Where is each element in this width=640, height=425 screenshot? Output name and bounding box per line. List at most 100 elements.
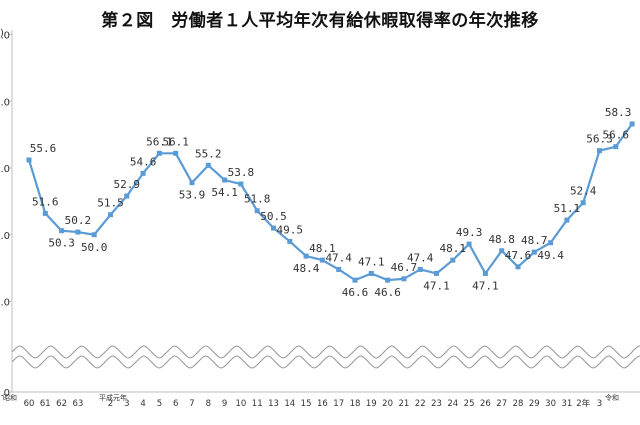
x-tick-label: 26 [480,399,491,409]
data-point [42,210,48,216]
series-line [27,123,633,282]
y-tick-label: 60.0 [0,97,10,108]
data-point [629,121,635,127]
data-point [108,212,113,218]
data-label: 46.7 [391,261,418,274]
x-tick-label: 21 [398,399,409,409]
x-tick-label: 9 [222,399,227,409]
data-label: 58.3 [605,106,632,119]
x-tick-label: 30 [545,399,556,409]
y-tick-label: 45.0 [0,298,10,309]
data-point [499,248,505,254]
data-point [401,276,407,282]
data-point [482,270,488,276]
data-point [140,170,146,176]
data-label: 50.3 [48,237,75,250]
data-point [287,238,293,244]
data-point [222,177,228,183]
data-label: 56.3 [586,133,613,146]
y-tick-label: 50.0 [0,231,10,242]
data-label: 56.1 [162,135,189,148]
data-label: 49.3 [456,226,483,239]
data-label: 50.2 [65,214,92,227]
x-tick-label: 10 [235,399,246,409]
data-point [613,144,619,150]
data-label: 47.6 [505,249,532,262]
x-tick-label: 14 [284,399,295,409]
data-point [156,150,162,156]
data-label: 48.7 [521,234,548,247]
x-tick-label: 2 [108,399,113,409]
data-label: 53.9 [179,189,206,202]
y-tick-label: 0.0 [0,388,10,399]
data-point [450,257,456,263]
data-label: 47.4 [407,251,434,264]
x-tick-label: 5 [157,399,162,409]
era-label: 令和 [605,393,619,402]
y-tick-label: 55.0 [0,164,10,175]
x-tick-label: 20 [382,399,393,409]
x-tick-label: 18 [350,399,361,409]
axis-break-wave-upper [11,345,640,359]
data-point [434,270,439,276]
y-axis-unit-label: ) [0,28,4,39]
data-point [336,266,342,272]
x-tick-label: 11 [252,399,263,409]
data-point [254,208,260,214]
x-tick-label: 23 [431,399,442,409]
data-label: 51.1 [554,202,581,215]
data-point [189,180,195,186]
era-label: 平成元年 [99,393,127,402]
data-point [417,266,423,272]
data-label: 47.1 [423,279,450,292]
data-point [515,264,521,270]
data-label: 47.1 [472,279,499,292]
chart-title: 第２図 労働者１人平均年次有給休暇取得率の年次推移 [101,11,539,31]
data-point [124,193,130,199]
data-label: 47.1 [358,255,385,268]
data-point [564,217,570,223]
x-tick-label: 3 [597,399,602,409]
x-tick-label: 17 [333,399,344,409]
x-tick-label: 62 [56,399,67,409]
x-tick-label: 60 [24,399,35,409]
x-tick-label: 24 [447,399,458,409]
x-tick-label: 29 [529,399,540,409]
data-point [352,277,358,283]
data-label: 48.4 [293,262,320,275]
x-tick-label: 3 [124,399,129,409]
data-point [173,150,179,156]
data-label: 51.5 [97,197,124,210]
x-tick-label: 8 [206,399,211,409]
x-tick-label: 28 [513,399,524,409]
data-label: 51.6 [32,195,59,208]
x-tick-label: 13 [268,399,279,409]
data-label: 53.8 [228,166,255,179]
data-point [91,232,97,238]
data-label: 48.8 [488,233,515,246]
x-tick-label: 15 [301,399,312,409]
data-label: 56.1 [146,135,173,148]
data-point [59,228,65,234]
data-label: 51.8 [244,193,271,206]
era-label: 昭和 [3,393,17,402]
data-label: 56.6 [603,129,630,142]
x-tick-label: 27 [496,399,507,409]
data-point [580,200,586,206]
data-label: 52.9 [114,178,141,191]
x-tick-label: 22 [415,399,426,409]
data-point [205,162,211,168]
data-label: 48.1 [440,242,467,255]
data-point [548,240,554,246]
data-label: 49.5 [277,223,304,236]
data-point [466,241,472,247]
data-label: 50.5 [260,210,287,223]
data-label: 54.1 [211,186,238,199]
data-label: 46.6 [374,286,401,299]
data-point [303,253,309,259]
x-tick-label: 2年 [576,398,590,409]
x-tick-label: 63 [72,399,83,409]
x-tick-label: 6 [173,399,178,409]
y-tick-label: 65.0 [0,31,10,42]
